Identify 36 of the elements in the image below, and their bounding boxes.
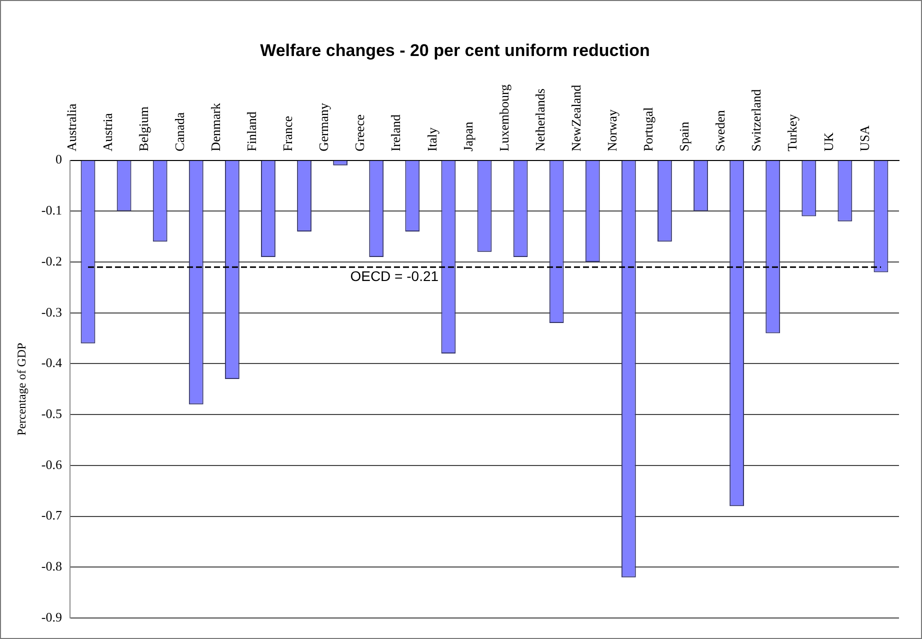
x-tick-label: Turkey: [784, 114, 800, 152]
x-tick-label: Australia: [64, 103, 79, 152]
y-tick-label: -0.2: [41, 253, 62, 268]
y-tick-label: -0.6: [41, 456, 62, 472]
x-tick-label: Greece: [352, 114, 368, 152]
x-tick-label: USA: [856, 124, 872, 152]
x-tick-label: UK: [820, 132, 836, 152]
x-tick-label: Finland: [244, 111, 260, 152]
y-tick-label: -0.9: [41, 609, 62, 624]
x-tick-label: Sweden: [712, 110, 728, 152]
y-tick-label: -0.8: [41, 558, 62, 574]
x-tick-label: Austria: [100, 112, 115, 152]
y-tick-label: -0.1: [41, 202, 62, 218]
y-tick-label: -0.3: [41, 304, 62, 320]
x-tick-label: Denmark: [208, 102, 223, 152]
y-tick-label: 0: [55, 152, 62, 167]
y-tick-label: -0.4: [41, 355, 62, 370]
x-tick-label: France: [280, 116, 296, 152]
x-tick-label: Italy: [424, 126, 440, 152]
y-tick-label: -0.7: [41, 508, 62, 523]
ref-line-label: OECD = -0.21: [350, 268, 439, 284]
x-tick-label: Norway: [604, 108, 620, 152]
y-axis-title: Percentage of GDP: [14, 342, 28, 436]
x-tick-label: NewZealand: [568, 84, 584, 152]
x-tick-label: Japan: [460, 121, 476, 152]
x-tick-label: Belgium: [136, 106, 151, 152]
x-tick-label: Canada: [172, 112, 187, 152]
x-tick-label: Netherlands: [532, 88, 548, 152]
x-tick-label: Switzerland: [748, 88, 764, 152]
x-tick-label: Ireland: [388, 114, 404, 152]
x-tick-label: Spain: [676, 121, 692, 152]
y-tick-label: -0.5: [41, 406, 62, 422]
x-tick-label: Portugal: [640, 106, 656, 152]
x-tick-label: Germany: [316, 102, 332, 152]
x-tick-label: Luxembourg: [496, 84, 512, 152]
chart-title: Welfare changes - 20 per cent uniform reduction: [260, 40, 650, 60]
